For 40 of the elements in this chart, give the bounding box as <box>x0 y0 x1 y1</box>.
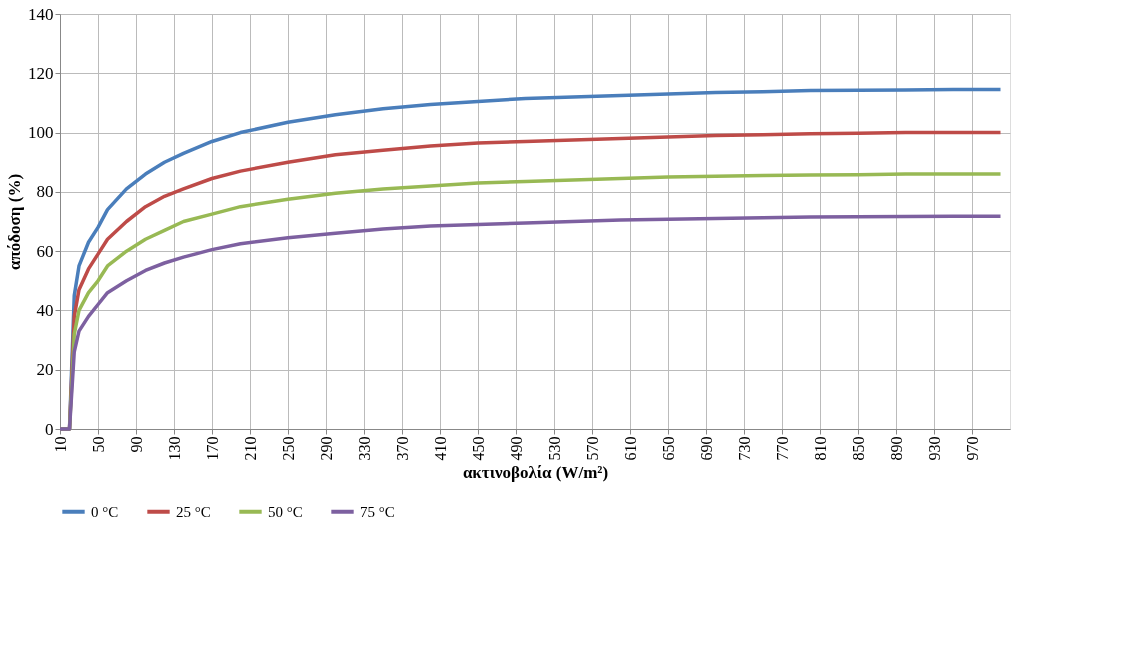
y-tick-label: 0 <box>45 419 54 439</box>
x-tick-label: 170 <box>203 436 221 461</box>
y-tick-label: 40 <box>36 300 54 320</box>
legend-label: 0 °C <box>91 503 119 520</box>
x-tick-label: 610 <box>621 436 639 461</box>
x-tick-label: 850 <box>849 436 867 461</box>
x-tick-label: 770 <box>773 436 791 461</box>
x-tick-label: 410 <box>431 436 449 461</box>
y-axis-title: απόδοση (%) <box>5 173 24 271</box>
x-tick-label: 450 <box>469 436 487 461</box>
x-tick-label: 330 <box>355 436 373 461</box>
x-tick-label: 370 <box>393 436 411 461</box>
x-tick-label: 50 <box>89 436 107 453</box>
x-tick-label: 210 <box>241 436 259 461</box>
legend-label: 50 °C <box>268 503 303 520</box>
y-tick-label: 100 <box>28 123 54 143</box>
y-tick-label: 120 <box>28 63 54 83</box>
x-tick-label: 930 <box>925 436 943 461</box>
y-tick-label: 60 <box>36 241 54 261</box>
y-tick-label: 140 <box>28 4 54 24</box>
legend-label: 25 °C <box>176 503 211 520</box>
x-tick-label: 890 <box>887 436 905 461</box>
x-tick-label: 690 <box>697 436 715 461</box>
x-tick-label: 290 <box>317 436 335 461</box>
y-tick-label: 20 <box>36 360 54 380</box>
x-tick-label: 650 <box>659 436 677 461</box>
x-tick-label: 250 <box>279 436 297 461</box>
x-tick-label: 730 <box>735 436 753 461</box>
x-tick-label: 530 <box>545 436 563 461</box>
x-tick-label: 970 <box>963 436 981 461</box>
x-tick-label: 130 <box>165 436 183 461</box>
x-tick-label: 90 <box>127 436 145 453</box>
x-tick-label: 490 <box>507 436 525 461</box>
x-axis-title: ακτινοβολία (W/m²) <box>462 462 609 482</box>
x-tick-label: 810 <box>811 436 829 461</box>
x-tick-label: 570 <box>583 436 601 461</box>
line-series <box>58 214 1003 431</box>
y-tick-label: 80 <box>36 182 54 202</box>
x-tick-label: 10 <box>51 436 69 453</box>
legend-label: 75 °C <box>360 503 395 520</box>
